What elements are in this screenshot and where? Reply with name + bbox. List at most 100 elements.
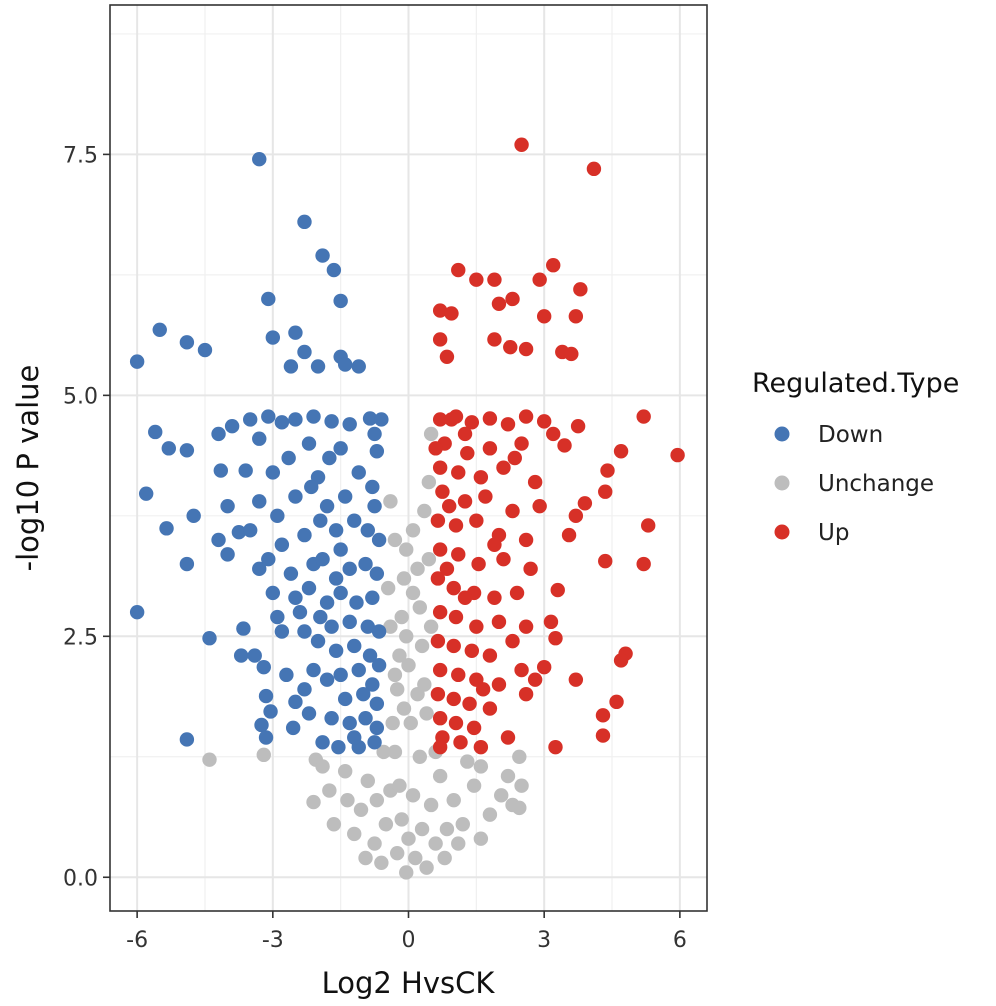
point-up: [432, 662, 448, 678]
point-down: [288, 325, 303, 340]
point-up: [536, 414, 552, 429]
point-up: [564, 346, 579, 362]
point-down: [351, 465, 366, 480]
point-up: [505, 291, 520, 307]
legend-label-down: Down: [818, 422, 883, 448]
point-down: [292, 605, 308, 620]
legend-label-up: Up: [818, 520, 849, 546]
point-down: [254, 717, 269, 733]
point-unchange: [473, 831, 489, 846]
point-up: [451, 262, 466, 278]
point-up: [518, 409, 534, 424]
point-down: [261, 409, 276, 424]
point-unchange: [439, 821, 455, 837]
point-unchange: [500, 768, 516, 784]
point-up: [453, 735, 468, 750]
point-unchange: [399, 629, 414, 644]
point-unchange: [401, 831, 416, 846]
point-up: [595, 728, 611, 743]
point-down: [297, 682, 312, 697]
point-down: [231, 525, 247, 540]
point-up: [518, 532, 534, 548]
legend-key-up: [774, 524, 790, 540]
point-down: [324, 619, 339, 634]
point-unchange: [347, 826, 362, 842]
point-up: [478, 489, 493, 504]
point-up: [500, 730, 516, 745]
point-down: [159, 521, 174, 536]
point-up: [457, 590, 473, 605]
point-down: [360, 523, 375, 538]
point-up: [586, 161, 602, 177]
point-up: [598, 553, 613, 569]
point-down: [374, 412, 389, 427]
y-tick-label: 0.0: [63, 866, 98, 891]
point-up: [518, 619, 534, 634]
point-up: [430, 571, 446, 586]
point-up: [460, 445, 475, 461]
point-up: [518, 341, 534, 357]
point-down: [342, 715, 357, 731]
point-down: [369, 444, 385, 459]
point-down: [328, 571, 344, 586]
point-up: [670, 447, 685, 463]
point-down: [129, 354, 145, 369]
point-down: [301, 436, 317, 451]
point-unchange: [412, 749, 428, 764]
point-up: [570, 418, 586, 434]
y-axis: 0.0 2.5 5.0 7.5: [63, 143, 110, 891]
point-up: [487, 272, 502, 287]
point-down: [283, 566, 299, 581]
point-up: [548, 739, 563, 755]
point-down: [220, 498, 235, 514]
point-up: [446, 580, 461, 596]
point-down: [328, 523, 344, 538]
point-unchange: [405, 523, 421, 538]
point-up: [451, 547, 466, 562]
point-down: [281, 450, 296, 466]
point-up: [636, 556, 651, 572]
point-down: [148, 424, 163, 440]
point-up: [568, 672, 584, 687]
point-down: [324, 711, 339, 726]
point-up: [500, 417, 516, 432]
point-up: [509, 585, 525, 601]
point-down: [297, 527, 312, 543]
point-up: [491, 677, 507, 692]
point-unchange: [405, 788, 421, 803]
point-unchange: [392, 778, 407, 793]
point-down: [369, 720, 385, 736]
point-down: [315, 248, 330, 263]
point-up: [527, 672, 543, 687]
point-up: [641, 518, 656, 533]
point-up: [432, 739, 448, 755]
point-unchange: [315, 759, 330, 774]
point-down: [328, 643, 344, 658]
point-up: [451, 465, 466, 480]
x-axis: -6 -3 0 3 6: [126, 911, 687, 953]
point-unchange: [353, 802, 369, 817]
legend: Regulated.Type Down Unchange Up: [752, 368, 959, 546]
point-down: [371, 624, 387, 639]
point-down: [358, 711, 373, 726]
y-axis-title: -log10 P value: [11, 365, 45, 572]
point-down: [371, 658, 387, 673]
point-down: [252, 494, 267, 509]
point-up: [546, 426, 561, 442]
point-up: [446, 691, 461, 707]
point-up: [432, 332, 448, 347]
point-down: [367, 498, 382, 514]
point-unchange: [408, 850, 423, 866]
point-unchange: [392, 648, 407, 663]
point-down: [313, 609, 328, 625]
point-down: [347, 513, 362, 528]
point-up: [598, 484, 613, 499]
point-down: [367, 426, 382, 442]
point-down: [297, 624, 312, 639]
point-up: [446, 638, 461, 654]
point-unchange: [360, 773, 375, 789]
y-tick-label: 5.0: [63, 384, 98, 409]
point-down: [369, 696, 385, 711]
point-up: [430, 513, 446, 528]
point-up: [543, 614, 559, 630]
